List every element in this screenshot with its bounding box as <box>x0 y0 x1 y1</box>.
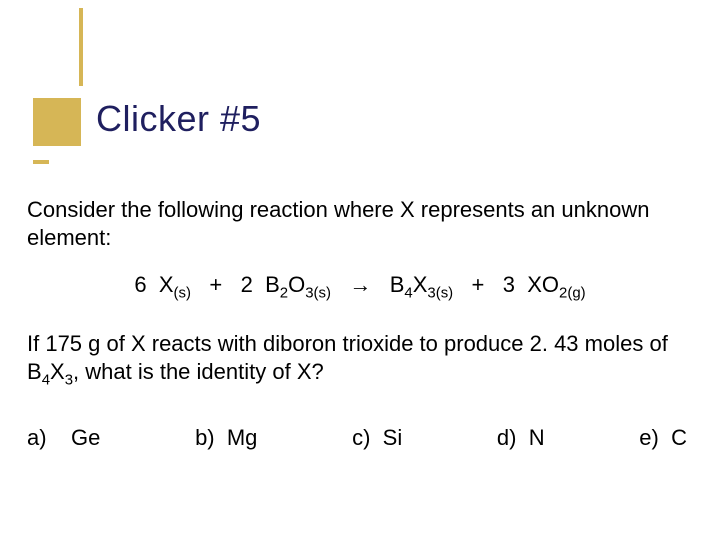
eq-plus1: + <box>209 272 222 297</box>
option-a-value: Ge <box>71 425 100 450</box>
option-a-label: a) <box>27 425 47 450</box>
reaction-equation: 6 X(s) + 2 B2O3(s) → B4X3(s) + 3 XO2(g) <box>27 272 693 298</box>
eq-rhs1-sub1: 4 <box>404 284 412 301</box>
option-c-label: c) <box>352 425 370 450</box>
eq-rhs2-state: (g) <box>567 284 585 301</box>
option-c-value: Si <box>383 425 403 450</box>
slide: Clicker #5 Consider the following reacti… <box>0 0 720 540</box>
q2-mid: X <box>50 359 65 384</box>
eq-lhs2-sub1: 2 <box>280 284 288 301</box>
eq-plus2: + <box>472 272 485 297</box>
option-d-value: N <box>529 425 545 450</box>
eq-rhs1-sym2: X <box>413 272 428 297</box>
option-b-label: b) <box>195 425 215 450</box>
eq-rhs1-sub2: 3 <box>427 284 435 301</box>
eq-rhs2-sym: XO <box>527 272 559 297</box>
eq-lhs1-state: (s) <box>174 284 191 301</box>
eq-rhs2-coef: 3 <box>503 272 515 297</box>
option-c[interactable]: c) Si <box>352 425 402 451</box>
q2-sub2: 3 <box>65 371 73 388</box>
option-d[interactable]: d) N <box>497 425 545 451</box>
option-b[interactable]: b) Mg <box>195 425 257 451</box>
option-e-label: e) <box>639 425 659 450</box>
answer-options: a) Ge b) Mg c) Si d) N e) C <box>27 425 687 451</box>
question-part1: Consider the following reaction where X … <box>27 196 693 251</box>
eq-lhs2-coef: 2 <box>241 272 253 297</box>
eq-rhs1-state: (s) <box>436 284 453 301</box>
eq-rhs1-sym: B <box>390 272 405 297</box>
eq-lhs1-sym: X <box>159 272 174 297</box>
option-a[interactable]: a) Ge <box>27 425 100 451</box>
option-e-value: C <box>671 425 687 450</box>
eq-lhs2-sym: B <box>265 272 280 297</box>
eq-lhs2-sub2: 3 <box>305 284 313 301</box>
eq-lhs1-coef: 6 <box>134 272 146 297</box>
deco-vline <box>79 8 83 86</box>
deco-square <box>33 98 81 146</box>
eq-lhs2-state: (s) <box>314 284 331 301</box>
question-part2: If 175 g of X reacts with diboron trioxi… <box>27 330 693 385</box>
option-d-label: d) <box>497 425 517 450</box>
option-b-value: Mg <box>227 425 258 450</box>
q2-sub1: 4 <box>42 371 50 388</box>
option-e[interactable]: e) C <box>639 425 687 451</box>
eq-arrow: → <box>349 272 371 297</box>
eq-lhs2-sym2: O <box>288 272 305 297</box>
slide-title: Clicker #5 <box>96 98 261 140</box>
deco-hline <box>33 160 49 164</box>
q2-text-b: , what is the identity of X? <box>73 359 324 384</box>
